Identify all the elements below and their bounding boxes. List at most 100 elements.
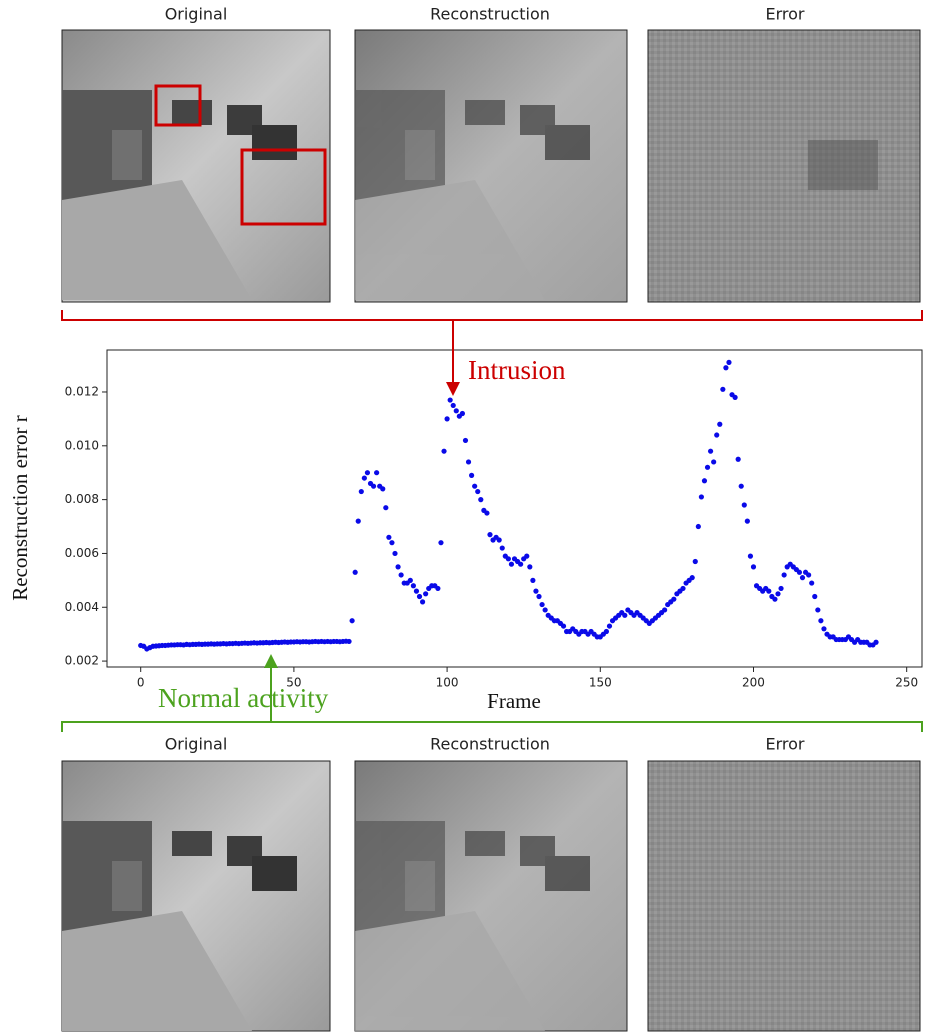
point (361, 475, 367, 481)
point (453, 408, 459, 414)
point (692, 558, 698, 565)
y-tick-label: 0.006 (65, 546, 99, 560)
point (560, 623, 567, 629)
y-tick-label: 0.010 (65, 438, 99, 452)
point (662, 607, 668, 613)
point (413, 588, 420, 594)
point (738, 483, 744, 489)
point (487, 532, 493, 538)
point (475, 488, 481, 495)
point (395, 564, 401, 570)
point (704, 464, 711, 470)
point (438, 540, 444, 546)
point (821, 626, 827, 632)
point (711, 459, 717, 465)
point (496, 537, 502, 543)
point (478, 497, 484, 503)
point (606, 623, 613, 629)
point (472, 483, 478, 489)
point (447, 397, 453, 403)
point (735, 456, 741, 462)
point (781, 572, 787, 578)
point (349, 618, 355, 624)
arrow-head (264, 654, 278, 668)
point (726, 359, 732, 365)
point (796, 569, 803, 575)
panel-title: Reconstruction (430, 5, 550, 24)
point (392, 550, 398, 557)
point (707, 448, 714, 454)
point (698, 494, 704, 500)
point (364, 470, 371, 476)
point (714, 432, 720, 438)
point (469, 472, 475, 479)
point (527, 564, 533, 570)
point (462, 437, 469, 444)
point (407, 577, 413, 583)
x-axis-label: Frame (487, 689, 541, 713)
point (374, 470, 380, 476)
point (416, 593, 423, 600)
panel-title: Error (766, 5, 805, 24)
point (484, 510, 490, 516)
point (744, 518, 750, 524)
image-error (647, 29, 921, 303)
point (346, 638, 352, 645)
point (435, 585, 441, 592)
point (380, 486, 386, 492)
point (398, 572, 404, 578)
point (701, 478, 708, 484)
point (723, 365, 729, 371)
panel-title: Original (165, 735, 228, 754)
bracket (61, 310, 923, 321)
point (720, 386, 726, 392)
x-tick-label: 150 (589, 676, 612, 690)
image-original (61, 29, 331, 303)
arrow-head (446, 382, 460, 396)
y-tick-label: 0.002 (65, 654, 99, 668)
point (772, 596, 778, 602)
point (812, 593, 818, 600)
point (530, 577, 536, 583)
point (806, 572, 812, 578)
point (542, 607, 548, 613)
point (539, 601, 545, 608)
point (419, 599, 426, 605)
y-tick-label: 0.004 (65, 600, 99, 614)
image-error (647, 760, 921, 1032)
plot-frame (106, 349, 923, 668)
annotation: Normal activity (158, 683, 329, 713)
point (450, 402, 456, 409)
image-original (61, 760, 331, 1032)
point (389, 540, 395, 546)
point (536, 593, 542, 600)
x-tick-label: 100 (436, 676, 459, 690)
point (499, 545, 505, 551)
annotation: Intrusion (468, 355, 566, 385)
point (465, 459, 472, 465)
point (508, 561, 515, 567)
point (444, 416, 450, 422)
image-reconstruction (354, 29, 628, 303)
point (358, 488, 364, 495)
point (352, 569, 358, 575)
x-tick-label: 250 (895, 676, 918, 690)
image-reconstruction (354, 760, 628, 1032)
bracket (61, 721, 923, 732)
panel-title: Original (165, 5, 228, 24)
point (741, 502, 747, 508)
point (370, 483, 377, 489)
point (671, 596, 677, 602)
point (818, 618, 824, 624)
point (459, 410, 466, 417)
y-tick-label: 0.008 (65, 492, 99, 506)
point (622, 612, 628, 618)
point (766, 588, 772, 594)
point (383, 505, 389, 511)
point (355, 518, 361, 524)
point (815, 607, 821, 613)
x-tick-label: 200 (742, 676, 765, 690)
point (603, 628, 610, 635)
point (441, 448, 447, 454)
